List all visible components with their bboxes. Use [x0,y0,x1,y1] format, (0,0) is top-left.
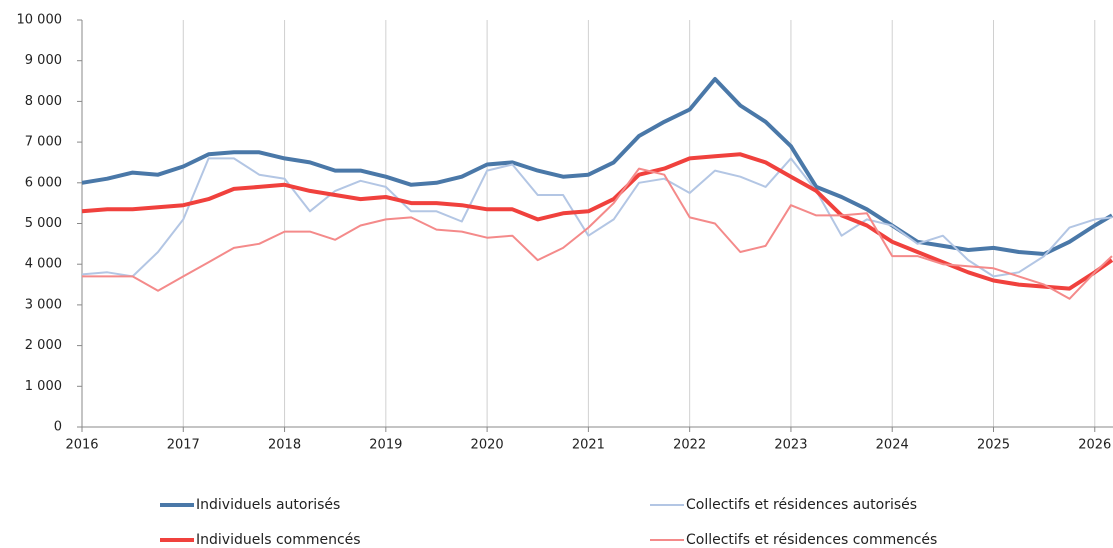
y-tick-label: 5 000 [25,216,62,231]
x-tick-label: 2022 [673,438,706,453]
x-tick-label: 2018 [268,438,301,453]
x-tick-label: 2017 [167,438,200,453]
series-line [81,77,1113,256]
y-tick-label: 8 000 [25,94,62,109]
series-line [81,152,1113,291]
y-tick-label: 9 000 [25,53,62,68]
x-tick-label: 2020 [471,438,504,453]
y-tick-label: 3 000 [25,297,62,312]
y-tick-label: 7 000 [25,135,62,150]
y-tick-label: 4 000 [25,257,62,272]
legend-label: Collectifs et résidences autorisés [686,497,917,513]
series-line [82,167,1113,300]
y-tick-label: 0 [54,420,62,435]
legend-label: Individuels autorisés [196,497,340,513]
x-tick-label: 2016 [65,438,98,453]
legend-label: Collectifs et résidences commencés [686,532,937,548]
x-tick-label: 2026 [1078,438,1111,453]
x-tick-label: 2024 [876,438,909,453]
x-tick-label: 2023 [774,438,807,453]
series-line [81,157,1113,278]
y-tick-label: 10 000 [17,13,63,28]
y-tick-label: 1 000 [25,379,62,394]
x-tick-label: 2021 [572,438,605,453]
x-tick-label: 2025 [977,438,1010,453]
x-tick-label: 2019 [369,438,402,453]
y-tick-label: 6 000 [25,175,62,190]
y-tick-label: 2 000 [25,338,62,353]
legend-label: Individuels commencés [196,532,361,548]
